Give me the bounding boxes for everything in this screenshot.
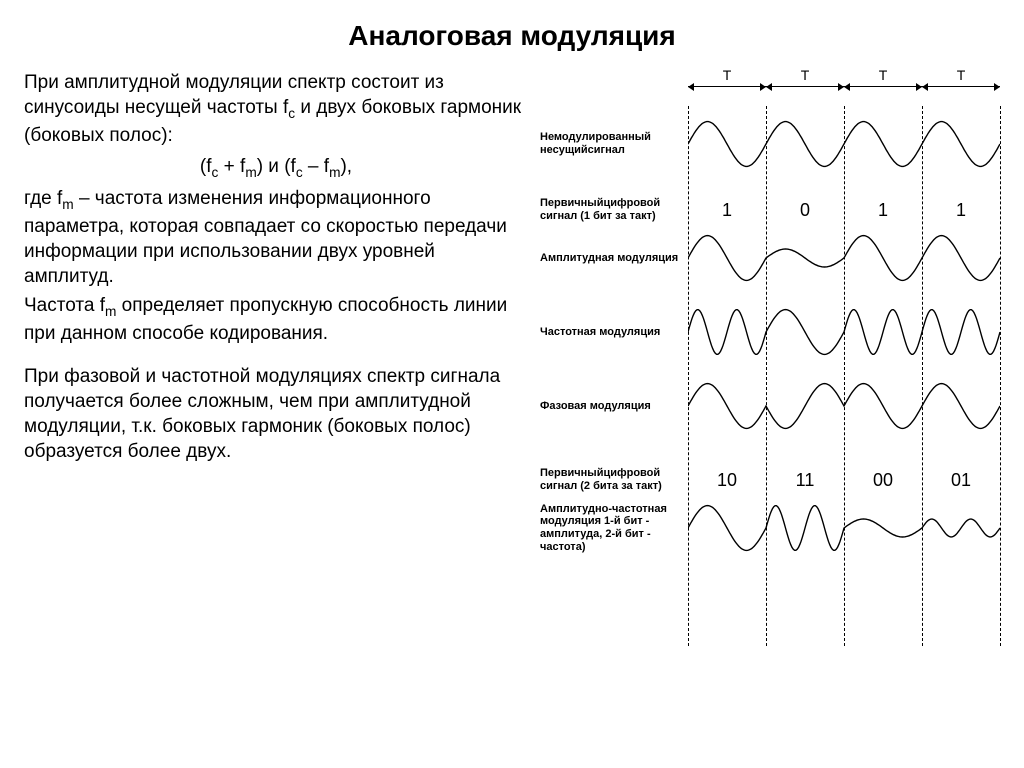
wave-fm <box>688 304 1000 360</box>
bit-value: 01 <box>922 470 1000 491</box>
formula: (fc + fm) и (fc – fm), <box>24 154 528 182</box>
paragraph-2: где fm – частота изменения информационно… <box>24 186 528 289</box>
bit-value: 1 <box>688 200 766 221</box>
modulation-diagram: TTTT Немодулированный несущийсигнал Перви… <box>540 86 1000 646</box>
row-label: Первичныйцифровой сигнал (2 бита за такт… <box>540 467 688 492</box>
diagram-column: TTTT Немодулированный несущийсигнал Перви… <box>540 70 1000 646</box>
wave-am <box>688 230 1000 286</box>
row-visual <box>688 304 1000 360</box>
content: При амплитудной модуляции спектр состоит… <box>24 70 1000 646</box>
diagram-row: Фазовая модуляция <box>540 378 1000 434</box>
period-row: TTTT <box>688 86 1000 106</box>
page-title: Аналоговая модуляция <box>24 20 1000 52</box>
p1a-sub: c <box>288 106 295 121</box>
text-column: При амплитудной модуляции спектр состоит… <box>24 70 528 646</box>
diagram-row: Амплитудная модуляция <box>540 230 1000 286</box>
wave-pm <box>688 378 1000 434</box>
paragraph-4: При фазовой и частотной модуляциях спект… <box>24 364 528 464</box>
row-visual <box>688 230 1000 286</box>
row-visual <box>688 378 1000 434</box>
row-label: Немодулированный несущийсигнал <box>540 131 688 156</box>
diagram-row: Частотная модуляция <box>540 304 1000 360</box>
row-label: Амплитудная модуляция <box>540 252 688 265</box>
bit-value: 0 <box>766 200 844 221</box>
row-visual <box>688 116 1000 172</box>
wave-carrier <box>688 116 1000 172</box>
bit-value: 10 <box>688 470 766 491</box>
bit-value: 1 <box>922 200 1000 221</box>
diagram-row: Амплитудно-частотная модуляция 1-й бит -… <box>540 500 1000 556</box>
row-label: Первичныйцифровой сигнал (1 бит за такт) <box>540 197 688 222</box>
bit-value: 11 <box>766 470 844 491</box>
bit-value: 00 <box>844 470 922 491</box>
row-visual <box>688 500 1000 556</box>
diagram-row: Немодулированный несущийсигнал <box>540 116 1000 172</box>
row-label: Амплитудно-частотная модуляция 1-й бит -… <box>540 503 688 554</box>
paragraph-3: Частота fm определяет пропускную способн… <box>24 293 528 346</box>
bit-value: 1 <box>844 200 922 221</box>
wave-amfm <box>688 500 1000 556</box>
paragraph-1: При амплитудной модуляции спектр состоит… <box>24 70 528 148</box>
row-label: Фазовая модуляция <box>540 400 688 413</box>
row-label: Частотная модуляция <box>540 326 688 339</box>
